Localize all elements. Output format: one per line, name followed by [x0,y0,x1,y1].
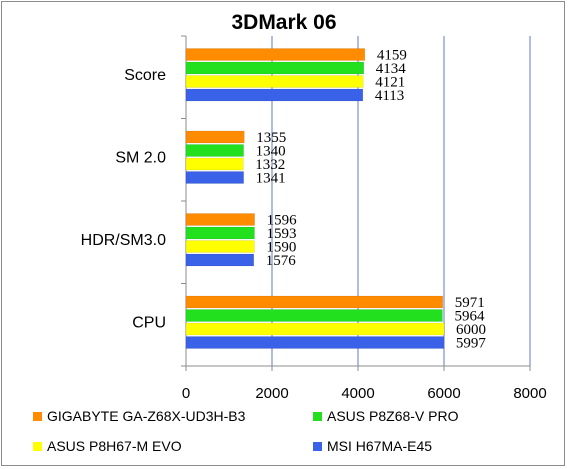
bar [185,88,364,102]
data-label: 5964 [454,309,485,325]
bar [185,322,445,336]
x-tick-label: 0 [182,385,190,402]
data-label: 1332 [255,157,285,173]
x-tick-label: 2000 [255,385,288,402]
data-label: 1596 [267,213,298,229]
bar [185,336,445,349]
data-label: 1355 [256,130,286,146]
x-tick-label: 8000 [513,385,546,402]
data-label: 1340 [256,144,286,160]
category-label: CPU [132,315,166,332]
bar [185,295,444,309]
data-label: 1341 [256,171,286,187]
bar [185,157,244,171]
bar [185,144,244,157]
bar [185,240,255,253]
bar [185,309,443,322]
data-label: 1593 [266,226,296,242]
bar [185,130,245,144]
bar [185,48,366,61]
bar [185,253,255,267]
x-tick-label: 6000 [427,385,460,402]
data-label: 4159 [377,48,407,64]
data-label: 5971 [455,295,485,311]
data-label: 5997 [456,336,487,352]
chart-title: 3DMark 06 [231,11,337,34]
category-label: Score [124,67,166,84]
data-label: 1590 [266,240,296,256]
bar [185,75,364,88]
x-tick-label: 4000 [341,385,374,402]
data-label: 6000 [456,322,486,338]
bar [185,171,244,184]
bar [185,61,365,75]
data-label: 4113 [375,88,404,104]
data-label: 4134 [376,61,407,77]
bar [185,226,255,240]
data-label: 1576 [266,253,297,269]
category-label: SM 2.0 [115,150,166,167]
bar [185,213,255,226]
category-label: HDR/SM3.0 [81,232,166,249]
data-label: 4121 [375,75,405,91]
